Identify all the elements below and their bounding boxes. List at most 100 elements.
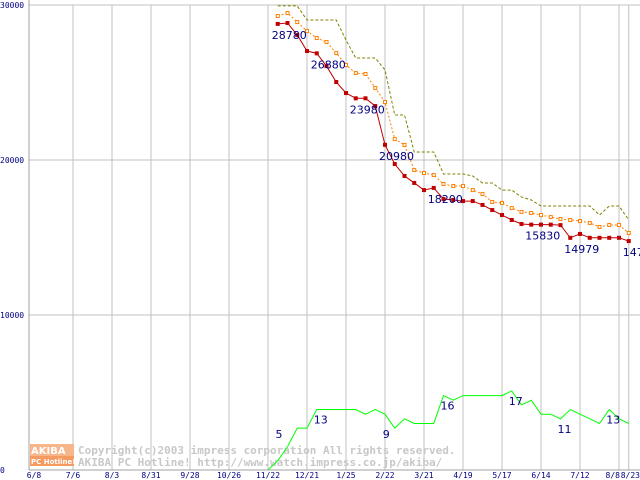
watermark-line2: AKIBA PC Hotline! http://www.watch.impre… xyxy=(78,456,443,469)
average-price-point xyxy=(383,100,387,105)
x-tick-label: 3/21 xyxy=(414,471,433,480)
akiba-logo-bottom xyxy=(30,456,74,466)
series-layer xyxy=(34,5,631,471)
x-tick-label: 12/21 xyxy=(295,471,319,480)
average-price-point xyxy=(431,173,436,178)
watermark: Copyright(c)2003 impress corporation All… xyxy=(30,444,456,469)
average-price-point xyxy=(451,184,456,189)
min-price-point xyxy=(412,180,417,185)
average-price-point xyxy=(392,137,397,142)
min-price-point xyxy=(334,80,339,85)
min-price-point xyxy=(470,199,475,204)
average-price-point xyxy=(509,206,514,211)
average-price-point xyxy=(305,29,309,34)
average-price-point xyxy=(529,211,534,216)
min-price-point xyxy=(529,222,534,227)
average-price-point xyxy=(548,215,553,220)
y-tick-label: 0 xyxy=(0,466,5,475)
average-price-point xyxy=(519,209,524,214)
x-tick-label: 8/8 xyxy=(606,471,621,480)
min-price-point xyxy=(422,188,426,193)
min-price-point xyxy=(275,21,280,26)
y-tick-label: 30000 xyxy=(0,1,24,10)
average-price-point xyxy=(490,200,495,205)
min-price-line xyxy=(277,22,629,242)
min-price-point xyxy=(363,96,368,101)
min-price-point xyxy=(285,20,290,25)
price-label: 26880 xyxy=(311,58,346,71)
x-tick-label: 7/12 xyxy=(570,471,589,480)
x-tick-label: 11/22 xyxy=(256,471,280,480)
shop-count-label: 9 xyxy=(383,428,390,441)
min-price-point xyxy=(607,235,612,240)
min-price-point xyxy=(383,142,387,147)
shop-count-line xyxy=(34,390,629,471)
min-price-point xyxy=(587,235,592,240)
min-price-point xyxy=(617,235,621,240)
grid xyxy=(29,4,640,471)
min-price-point xyxy=(431,185,436,190)
average-price-point xyxy=(275,14,280,19)
min-price-point xyxy=(626,239,631,244)
min-price-point xyxy=(500,213,504,218)
min-price-point xyxy=(305,49,309,54)
average-price-point xyxy=(295,20,300,25)
average-price-point xyxy=(402,142,407,147)
x-tick-label: 1/25 xyxy=(336,471,355,480)
average-price-point xyxy=(314,36,319,41)
x-tick-label: 4/19 xyxy=(453,471,472,480)
average-price-point xyxy=(597,224,602,229)
average-price-point xyxy=(626,231,631,236)
akiba-logo-text: AKIBA xyxy=(31,446,66,457)
min-price-point xyxy=(324,64,329,69)
x-tick-label: 10/26 xyxy=(217,471,241,480)
average-price-point xyxy=(373,85,378,90)
average-price-point xyxy=(441,182,446,187)
price-label: 14979 xyxy=(564,243,599,256)
price-label: 28780 xyxy=(272,29,307,42)
min-price-point xyxy=(548,222,553,227)
price-label: 14770 xyxy=(623,246,640,259)
average-price-point xyxy=(324,40,329,45)
price-label: 23980 xyxy=(350,103,385,116)
average-price-point xyxy=(578,219,582,224)
average-price-point xyxy=(334,51,339,56)
min-price-point xyxy=(373,104,378,109)
min-price-point xyxy=(490,208,495,213)
price-label: 20980 xyxy=(379,150,414,163)
average-price-point xyxy=(353,71,358,76)
average-price-point xyxy=(539,213,543,218)
average-price-point xyxy=(422,171,426,176)
x-tick-label: 6/8 xyxy=(27,471,42,480)
x-tick-label: 5/17 xyxy=(492,471,511,480)
average-price-point xyxy=(617,222,621,227)
average-price-point xyxy=(344,62,348,67)
shop-count-label: 5 xyxy=(276,428,283,441)
min-price-point xyxy=(441,197,446,202)
min-price-point xyxy=(509,217,514,222)
akiba-logo-top xyxy=(30,444,74,456)
shop-count-label: 13 xyxy=(606,414,620,427)
average-price-point xyxy=(412,168,417,173)
x-tick-label: 6/14 xyxy=(531,471,550,480)
average-price-point xyxy=(285,11,290,16)
min-price-point xyxy=(558,223,563,228)
x-tick-label: 2/22 xyxy=(375,471,394,480)
min-price-point xyxy=(568,235,573,240)
min-price-point xyxy=(353,96,358,101)
min-price-point xyxy=(344,91,348,96)
price-label: 15830 xyxy=(525,230,560,243)
average-price-point xyxy=(470,188,475,193)
watermark-line1: Copyright(c)2003 impress corporation All… xyxy=(78,444,456,457)
average-price-point xyxy=(568,217,573,222)
min-price-point xyxy=(578,231,582,236)
akiba-logo-subtext: PC Hotline! xyxy=(31,458,75,466)
min-price-point xyxy=(539,222,543,227)
x-tick-label: 8/3 xyxy=(105,471,120,480)
min-price-point xyxy=(451,197,456,202)
min-price-point xyxy=(402,173,407,178)
price-label: 18200 xyxy=(428,193,463,206)
average-price-point xyxy=(480,191,485,196)
average-price-point xyxy=(558,217,563,222)
